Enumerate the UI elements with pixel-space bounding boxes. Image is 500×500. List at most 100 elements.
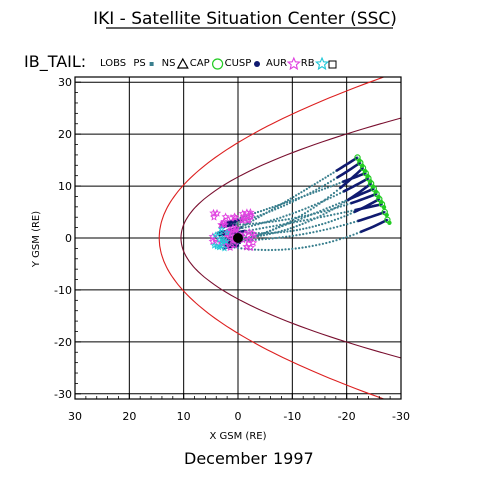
ps-point [302, 219, 305, 222]
ps-point [268, 210, 271, 213]
ps-point [296, 220, 299, 223]
ps-point [285, 203, 289, 206]
aurora-point [240, 213, 249, 222]
ps-point [273, 206, 276, 210]
cusp-segment [338, 166, 364, 190]
boundary-curves [158, 77, 401, 399]
ps-point [329, 196, 332, 199]
ps-point [301, 246, 304, 249]
ps-point [275, 224, 278, 227]
y-axis-label: Y GSM (RE) [31, 211, 42, 268]
cap-point [360, 163, 365, 168]
ps-point [250, 224, 254, 227]
ps-point [288, 200, 292, 203]
ps-point [316, 181, 319, 184]
ps-point [326, 182, 330, 185]
ps-point [325, 241, 328, 245]
cap-point [373, 189, 378, 194]
ps-point [341, 200, 344, 204]
ps-point [282, 204, 286, 207]
ps-point [333, 218, 336, 221]
ps-point [335, 203, 338, 206]
legend-label: NS [162, 58, 176, 69]
ps-point [335, 239, 338, 242]
ps-point [277, 207, 280, 210]
aurora-point [220, 217, 229, 226]
cap-point [376, 194, 381, 200]
ps-point [283, 230, 286, 233]
ps-point [242, 223, 245, 226]
ps-point [308, 226, 311, 229]
ps-point [329, 173, 332, 176]
ps-point [277, 225, 280, 229]
ps-point [307, 206, 310, 209]
ps-point [310, 204, 313, 208]
ps-point [286, 201, 289, 204]
ps-point [291, 234, 295, 237]
ps-point [301, 222, 304, 225]
aurora-point [209, 212, 219, 221]
ps-point [287, 248, 290, 251]
ps-point [315, 230, 318, 233]
cusp-segment [350, 192, 378, 205]
ps-point [319, 179, 322, 182]
ps-point [328, 210, 331, 213]
ps-point [272, 218, 276, 221]
y-tick-label: -20 [54, 336, 72, 349]
ps-point [344, 199, 347, 202]
ps-point [327, 196, 330, 199]
ps-point [340, 216, 343, 219]
ps-point [277, 248, 280, 251]
rb-point [210, 241, 218, 249]
ps-point [297, 218, 300, 221]
ps-point [274, 220, 277, 223]
ps-point [289, 197, 292, 200]
footer-month: December [184, 449, 267, 468]
ps-point [277, 230, 280, 233]
ps-point [319, 214, 322, 217]
earth-marker [233, 233, 243, 243]
ps-point [315, 188, 318, 191]
ps-point [300, 191, 303, 194]
ps-point [346, 203, 349, 206]
ps-point [292, 226, 295, 229]
ps-point [265, 226, 268, 229]
ps-point [270, 248, 274, 252]
ps-point [294, 199, 297, 202]
rb-point [218, 225, 226, 233]
ps-point [276, 205, 279, 208]
ps-point [288, 201, 291, 204]
rb-point [217, 242, 225, 250]
ps-point [312, 231, 315, 234]
ps-point [268, 207, 271, 210]
ps-point [240, 247, 243, 250]
ps-point [271, 220, 274, 223]
ps-point [280, 205, 283, 208]
ps-point [321, 200, 324, 203]
ps-point [298, 215, 301, 218]
legend-marker-star [286, 56, 301, 71]
ps-point [309, 208, 312, 211]
ps-point [292, 229, 295, 232]
ps-point [258, 227, 261, 230]
ps-point [285, 235, 288, 238]
ps-point [265, 233, 268, 236]
ps-point [349, 234, 352, 237]
aurora-point [246, 243, 255, 252]
ps-point [298, 223, 301, 227]
ps-point [323, 215, 326, 218]
ps-point [256, 210, 260, 214]
ps-point [295, 229, 298, 232]
ps-point [329, 185, 332, 188]
ps-point [260, 248, 263, 251]
ps-point [323, 187, 327, 190]
x-tick-label: -20 [338, 410, 356, 423]
legend-marker-circle [212, 58, 224, 70]
aurora-point [230, 212, 239, 221]
ps-point [279, 203, 282, 206]
ps-point [315, 244, 318, 247]
ps-point [321, 223, 324, 226]
ps-point [272, 225, 275, 228]
ps-point [325, 211, 328, 214]
